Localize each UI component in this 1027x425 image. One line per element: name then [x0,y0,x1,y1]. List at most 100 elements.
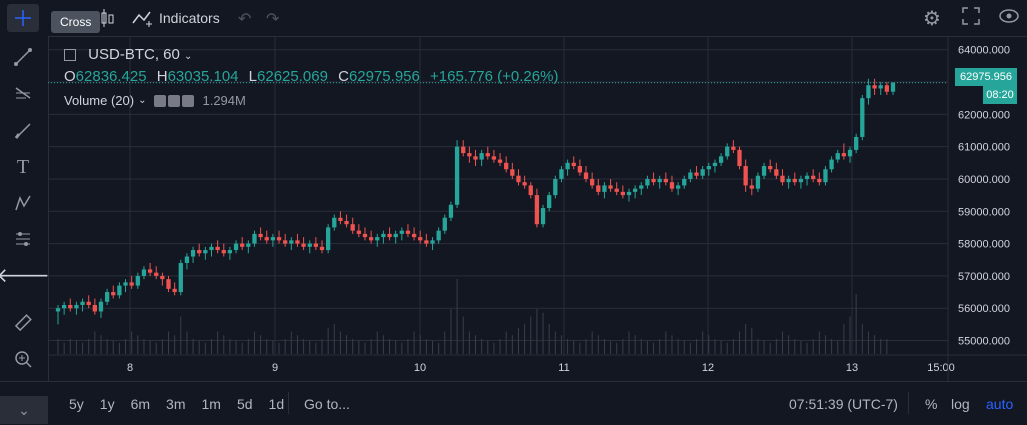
candle-body [620,191,626,196]
volume-bar [210,339,212,354]
candle-body [313,243,319,247]
time-tick-label: 10 [414,362,426,374]
price-tick-label: 61000.000 [958,142,1010,154]
volume-bar [57,339,59,354]
volume-bar [745,324,747,354]
candle-body [393,233,398,238]
prediction-tool-icon[interactable] [10,226,36,252]
volume-bar [548,324,550,354]
candle-body [344,220,349,225]
eye-toggle-icon[interactable] [154,94,167,107]
volume-bar [567,339,569,354]
undo-icon[interactable]: ↶ [238,11,252,28]
volume-bar [751,327,753,354]
range-3m[interactable]: 3m [166,395,186,412]
candle-body [418,237,423,241]
candle-body [399,230,404,234]
time-tick-label: 12 [702,362,714,374]
symbol-title[interactable]: USD-BTC, 60 [88,46,180,63]
volume-bar [192,339,194,354]
range-1y[interactable]: 1y [99,395,115,412]
settings-icon[interactable] [168,94,181,107]
volume-bar [781,331,783,354]
ruler-icon[interactable] [10,310,36,336]
eye-icon[interactable] [999,9,1019,28]
volume-bar [88,339,90,354]
volume-bar [389,339,391,354]
candle-body [332,217,337,228]
range-5y[interactable]: 5y [69,395,84,412]
candle-body [461,146,466,154]
candle-body [86,301,91,305]
brush-icon[interactable] [10,118,36,144]
candle-body [504,162,509,170]
candle-body [190,250,196,257]
price-chart[interactable]: 64000.00063000.00062000.00061000.0006000… [48,36,1027,381]
candle-body [497,159,503,163]
volume-bar [634,335,636,354]
volume-bar [524,324,526,354]
range-5d[interactable]: 5d [236,395,253,412]
indicators-button[interactable]: Indicators [132,9,220,27]
volume-bar [462,316,464,354]
redo-icon[interactable]: ↷ [266,11,280,28]
candle-body [283,240,288,244]
range-1d[interactable]: 1d [268,395,285,412]
volume-bar [260,335,262,354]
collapse-panel-button[interactable]: ⌄ [0,396,48,424]
volume-bar [444,331,446,354]
log-toggle[interactable]: log [951,395,970,412]
volume-bar [327,327,329,354]
chevron-down-icon[interactable]: ⌄ [138,95,147,106]
time-tick-label: 8 [127,362,133,374]
volume-bar [370,339,372,354]
volume-bar [303,339,305,354]
fib-tool-icon[interactable] [10,80,36,106]
volume-bar [536,309,538,354]
candle-body [424,240,429,244]
candle-body [768,166,773,170]
volume-bar [229,339,231,354]
clock-readout[interactable]: 07:51:39 (UTC-7) [789,395,898,412]
candle-body [307,243,312,247]
volume-label[interactable]: Volume (20) [64,93,135,108]
volume-bar [82,342,84,354]
volume-bar [739,331,741,354]
price-tick-label: 64000.000 [958,45,1010,57]
candle-body [590,178,595,186]
volume-bar [241,342,243,354]
percent-toggle[interactable]: % [925,395,938,412]
volume-bar [296,335,298,354]
settings-gear-icon[interactable]: ⚙ [923,8,941,30]
volume-bar [560,335,562,354]
volume-bar [775,339,777,354]
volume-bar [272,340,274,354]
range-6m[interactable]: 6m [130,395,151,412]
low-value: 62625.069 [257,68,328,85]
candle-body [614,188,619,192]
text-tool-icon[interactable]: T [16,155,30,178]
volume-bar [284,339,286,354]
back-arrow-icon[interactable]: 🡐 [0,264,50,287]
auto-toggle[interactable]: auto [986,395,1014,412]
range-1m[interactable]: 1m [201,395,221,412]
goto-button[interactable]: Go to... [304,395,350,412]
volume-bar [69,339,71,354]
candle-body [430,240,435,244]
candle-type-icon[interactable] [100,9,114,32]
legend-collapse-icon[interactable] [64,49,76,62]
close-icon[interactable] [182,94,195,107]
volume-bar [481,339,483,354]
fullscreen-icon[interactable] [962,7,980,30]
candle-body [203,250,208,254]
volume-bar [843,324,845,354]
zoom-in-icon[interactable] [10,346,36,372]
crosshair-tool-button[interactable] [7,4,39,32]
candle-body [233,243,239,251]
trend-line-icon[interactable] [10,44,36,70]
candle-body [411,233,417,238]
chevron-down-icon[interactable]: ⌄ [184,51,193,62]
bottom-toolbar: ⌄ 5y 1y 6m 3m 1m 5d 1d Go to... 07:51:39… [0,381,1027,425]
candle-body [645,178,650,186]
pattern-tool-icon[interactable] [10,190,36,216]
